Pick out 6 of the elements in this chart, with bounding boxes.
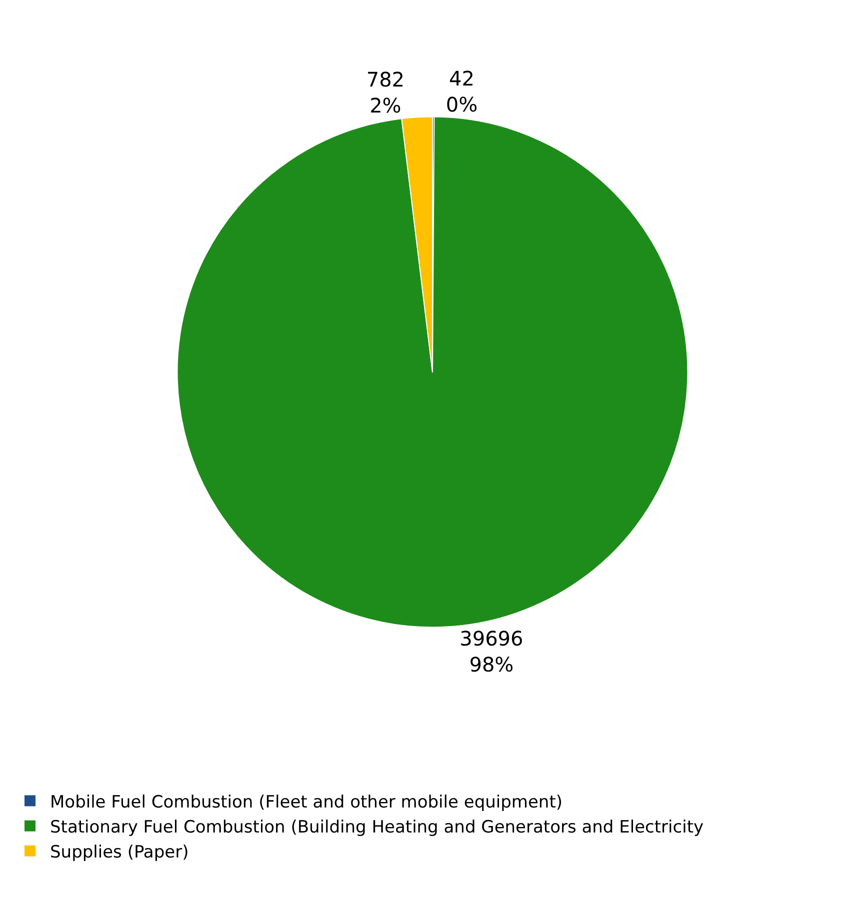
legend-label: Supplies (Paper) bbox=[50, 842, 189, 863]
data-label: 42 0% bbox=[446, 66, 478, 117]
legend-label: Mobile Fuel Combustion (Fleet and other mobile equipment) bbox=[50, 792, 562, 812]
legend-label: Stationary Fuel Combustion (Building Heating and Generators and Electricity bbox=[50, 817, 704, 838]
data-label: 39696 98% bbox=[460, 626, 524, 677]
data-label: 782 2% bbox=[366, 67, 405, 118]
